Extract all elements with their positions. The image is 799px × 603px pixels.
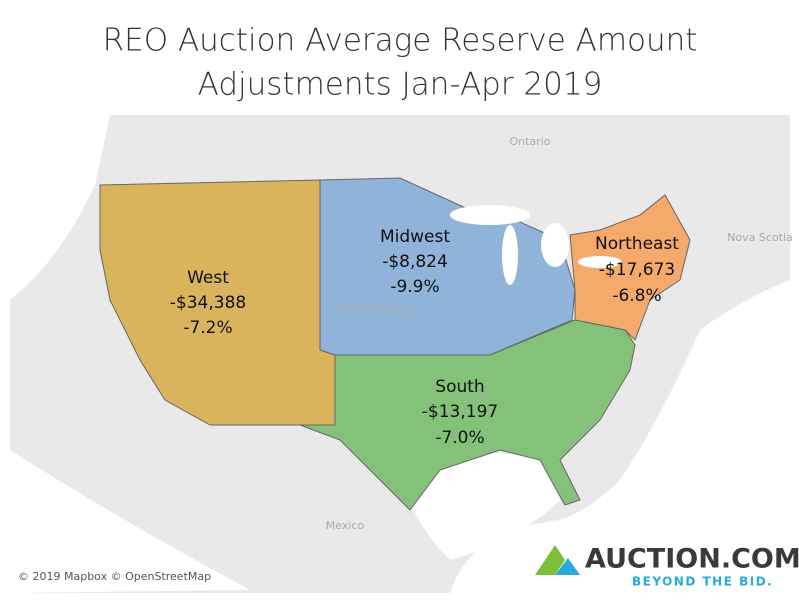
map-label: Ontario [510, 135, 551, 148]
region-change: -7.0% [435, 428, 484, 448]
region-change: -7.2% [183, 318, 232, 338]
attribution: © 2019 Mapbox © OpenStreetMap [18, 570, 211, 583]
lake [541, 223, 569, 267]
region-label: West -$34,388 -7.2% Midwest -$8,824 -9.9… [170, 227, 680, 448]
logo-icon [535, 545, 565, 575]
region-south [299, 319, 636, 511]
map-label: Nova Scotia [727, 231, 793, 244]
region-name: West [187, 268, 229, 288]
ocean [10, 115, 110, 300]
region-name: Midwest [380, 227, 450, 247]
title-line: Adjustments Jan-Apr 2019 [198, 67, 603, 103]
map-label: Mexico [326, 519, 365, 532]
region-amount: -$34,388 [170, 293, 246, 313]
lake [502, 225, 518, 285]
region-change: -6.8% [612, 286, 661, 306]
ocean [10, 450, 250, 593]
lake [450, 205, 530, 225]
region-northeast [569, 194, 691, 341]
lake [578, 256, 622, 268]
title-line: REO Auction Average Reserve Amount [103, 23, 698, 59]
map-label: United States [338, 303, 413, 316]
region-amount: -$8,824 [382, 252, 448, 272]
logo-name: AUCTION.COM [585, 544, 799, 575]
ocean [450, 280, 790, 593]
region-amount: -$13,197 [422, 402, 498, 422]
region-name: Northeast [595, 234, 679, 254]
gulf [400, 452, 560, 560]
region-change: -9.9% [390, 277, 439, 297]
region-amount: -$17,673 [599, 260, 675, 280]
logo-icon [555, 558, 580, 575]
region-name: South [435, 377, 484, 397]
logo-tagline: BEYOND THE BID. [632, 575, 773, 589]
